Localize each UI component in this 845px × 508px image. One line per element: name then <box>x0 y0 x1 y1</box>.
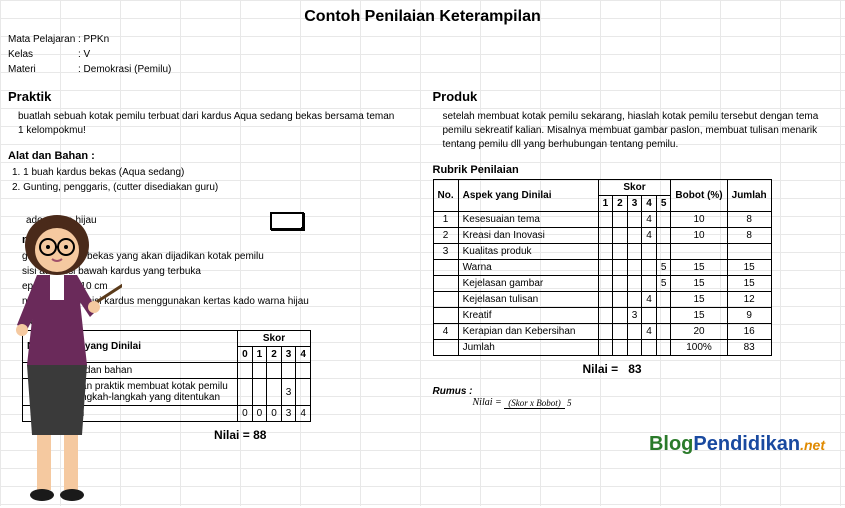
table-row: 3Kualitas produk <box>433 244 771 260</box>
nilai-value: 83 <box>628 362 641 376</box>
cell <box>296 363 311 379</box>
th-col: 1 <box>598 196 613 212</box>
meta-material: : Demokrasi (Pemilu) <box>78 62 171 77</box>
th-col: 2 <box>613 196 628 212</box>
th-col: 2 <box>267 347 282 363</box>
nilai-label: Nilai = <box>214 428 250 442</box>
produk-column: Produk setelah membuat kotak pemilu seka… <box>433 85 838 442</box>
praktik-heading: Praktik <box>8 89 413 104</box>
cell <box>252 379 267 406</box>
cell <box>238 363 253 379</box>
th-col: 0 <box>238 347 253 363</box>
table-row: 4Kerapian dan Kebersihan42016 <box>433 324 771 340</box>
alat-heading: Alat dan Bahan : <box>8 150 413 162</box>
th-col: 5 <box>656 196 671 212</box>
table-row: Warna51515 <box>433 260 771 276</box>
th-col: 3 <box>281 347 296 363</box>
th-aspek: Aspek yang Dinilai <box>458 180 598 212</box>
meta-subject: : PPKn <box>78 32 109 47</box>
table-row: Kejelasan tulisan41512 <box>433 292 771 308</box>
cell: 3 <box>281 406 296 422</box>
cell <box>296 379 311 406</box>
blog-logo: BlogPendidikan.net <box>649 433 825 456</box>
nilai-value: 88 <box>253 428 266 442</box>
cell <box>252 363 267 379</box>
th-col: 3 <box>627 196 642 212</box>
cell: 0 <box>238 406 253 422</box>
meta-block: Mata Pelajaran: PPKn Kelas: V Materi: De… <box>8 32 837 77</box>
produk-instruction: setelah membuat kotak pemilu sekarang, h… <box>433 108 838 158</box>
produk-table: No. Aspek yang Dinilai Skor Bobot (%) Ju… <box>433 179 772 356</box>
cell: 3 <box>281 379 296 406</box>
th-bobot: Bobot (%) <box>671 180 727 212</box>
rumus-numerator: (Skor x Bobot) <box>504 398 564 409</box>
cell <box>281 363 296 379</box>
th-col: 4 <box>642 196 657 212</box>
table-row: 1Kesesuaian tema4108 <box>433 212 771 228</box>
cell <box>267 363 282 379</box>
th-skor: Skor <box>598 180 671 196</box>
th-no: No. <box>433 180 458 212</box>
teacher-icon <box>2 195 122 505</box>
meta-class-label: Kelas <box>8 47 78 62</box>
th-col: 4 <box>296 347 311 363</box>
meta-subject-label: Mata Pelajaran <box>8 32 78 47</box>
table-row: Kreatif3159 <box>433 308 771 324</box>
cell-selection[interactable] <box>270 212 304 230</box>
rumus-denominator: 5 <box>567 398 572 408</box>
meta-material-label: Materi <box>8 62 78 77</box>
cell: 0 <box>267 406 282 422</box>
rumus-label: Rumus : <box>433 386 838 397</box>
cell: 0 <box>252 406 267 422</box>
meta-class: : V <box>78 47 90 62</box>
page-title: Contoh Penilaian Keterampilan <box>8 8 837 26</box>
nilai-label: Nilai = <box>583 362 619 376</box>
praktik-instruction: buatlah sebuah kotak pemilu terbuat dari… <box>8 108 413 144</box>
cell <box>238 379 253 406</box>
alat-item: 2. Gunting, penggaris, (cutter disediaka… <box>12 180 413 195</box>
cell: 4 <box>296 406 311 422</box>
table-row: Jumlah100%83 <box>433 340 771 356</box>
rumus-lhs: Nilai = <box>473 397 502 408</box>
table-row: Kejelasan gambar51515 <box>433 276 771 292</box>
th-jumlah: Jumlah <box>727 180 771 212</box>
th-skor: Skor <box>238 331 311 347</box>
cell <box>267 379 282 406</box>
alat-item: 1. 1 buah kardus bekas (Aqua sedang) <box>12 165 413 180</box>
table-row: 2Kreasi dan Inovasi4108 <box>433 228 771 244</box>
rubrik-right-heading: Rubrik Penilaian <box>433 164 838 176</box>
th-col: 1 <box>252 347 267 363</box>
produk-heading: Produk <box>433 89 838 104</box>
